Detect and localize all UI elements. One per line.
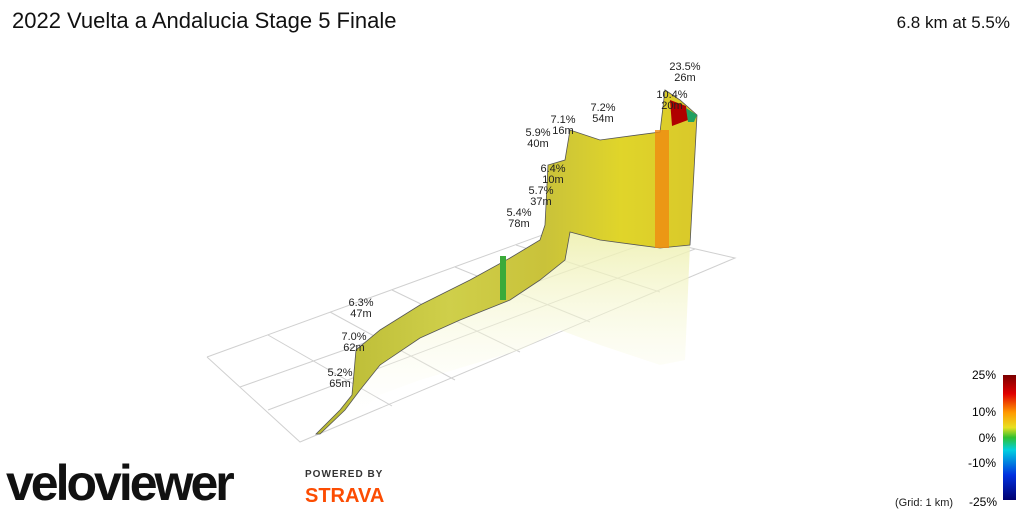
annotation-length: 65m [329, 378, 350, 390]
annotation-grade: 5.2% [327, 367, 352, 379]
legend-tick: 10% [972, 405, 996, 419]
annotation-grade: 5.4% [506, 207, 531, 219]
legend-tick: 25% [972, 368, 996, 382]
profile-ribbon [315, 89, 698, 435]
strava-logo: STRAVA [305, 485, 384, 507]
logo: veloviewer [6, 455, 234, 511]
annotation-grade: 5.7% [528, 185, 553, 197]
annotation-length: 54m [592, 113, 613, 125]
title: 2022 Vuelta a Andalucia Stage 5 Finale [12, 8, 396, 33]
profile-highlights [500, 100, 697, 300]
profile-shadow [320, 232, 690, 434]
annotation-grade: 7.0% [341, 331, 366, 343]
color-scale [1003, 375, 1016, 500]
summary: 6.8 km at 5.5% [897, 13, 1010, 32]
annotation-grade: 6.4% [540, 163, 565, 175]
annotation-length: 40m [527, 138, 548, 150]
annotation-length: 62m [343, 342, 364, 354]
annotation-grade: 6.3% [348, 297, 373, 309]
grid-note: (Grid: 1 km) [895, 497, 953, 509]
annotation-length: 20m [661, 100, 682, 112]
legend-tick: -25% [969, 495, 997, 509]
legend-tick: -10% [968, 456, 996, 470]
legend-tick: 0% [979, 431, 997, 445]
annotation-grade: 10.4% [656, 89, 687, 101]
annotation-grade: 5.9% [525, 127, 550, 139]
annotation-length: 47m [350, 308, 371, 320]
annotation-length: 78m [508, 218, 529, 230]
powered-by: POWERED BY [305, 469, 383, 480]
annotation-grade: 23.5% [669, 61, 700, 73]
annotation-length: 26m [674, 72, 695, 84]
annotation-length: 37m [530, 196, 551, 208]
annotation-length: 10m [542, 174, 563, 186]
annotation-grade: 7.1% [550, 114, 575, 126]
annotation-length: 16m [552, 125, 573, 137]
annotation-grade: 7.2% [590, 102, 615, 114]
